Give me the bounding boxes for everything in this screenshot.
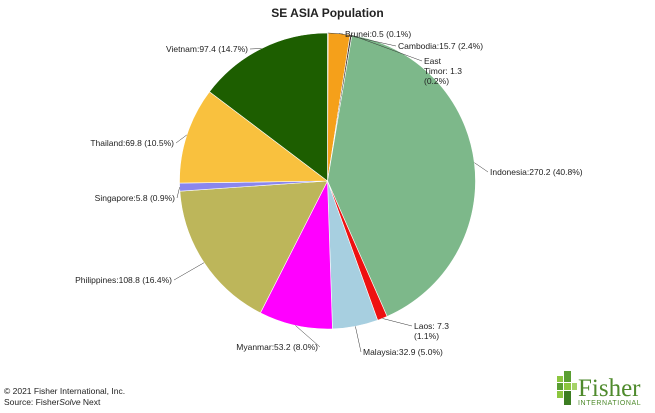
logo-mark-icon	[557, 371, 577, 405]
slice-label-laos: Laos: 7.3 (1.1%)	[414, 321, 449, 341]
fisher-logo: Fisher INTERNATIONAL	[555, 370, 655, 408]
logo-tagline: INTERNATIONAL	[578, 400, 641, 407]
pie-slice-thailand	[179, 91, 329, 184]
leader-line	[350, 34, 423, 62]
pie-slice-vietnam	[209, 32, 328, 182]
footer: © 2021 Fisher International, Inc. Source…	[4, 386, 125, 408]
slice-label-singapore: Singapore:5.8 (0.9%)	[95, 193, 175, 203]
chart-title: SE ASIA Population	[271, 6, 384, 20]
slice-label-vietnam: Vietnam:97.4 (14.7%)	[166, 44, 248, 54]
leader-line	[295, 325, 321, 348]
pie-slice-indonesia	[327, 34, 476, 317]
pie-slice-philippines	[179, 180, 329, 314]
copyright-text: © 2021 Fisher International, Inc.	[4, 386, 126, 396]
leader-line	[176, 187, 180, 199]
leader-line	[249, 48, 262, 50]
logo-name: Fisher	[578, 375, 641, 402]
leader-line	[175, 134, 188, 144]
slice-label-brunei: Brunei:0.5 (0.1%)	[345, 29, 411, 39]
leader-line	[339, 33, 397, 47]
slice-label-thailand: Thailand:69.8 (10.5%)	[90, 138, 174, 148]
slice-label-malaysia: Malaysia:32.9 (5.0%)	[363, 347, 443, 357]
slice-label-cambodia: Cambodia:15.7 (2.4%)	[398, 41, 483, 51]
leader-line	[474, 162, 489, 173]
slice-label-east-timor: East Timor: 1.3 (0.2%)	[424, 56, 462, 86]
source-text: Source: FisherSolve Next	[4, 397, 101, 407]
leader-line	[173, 262, 205, 281]
slice-label-myanmar: Myanmar:53.2 (8.0%)	[236, 342, 318, 352]
slice-label-indonesia: Indonesia:270.2 (40.8%)	[490, 167, 583, 177]
leader-line	[382, 318, 413, 327]
slice-label-philippines: Philippines:108.8 (16.4%)	[75, 275, 172, 285]
leader-line	[355, 326, 362, 353]
